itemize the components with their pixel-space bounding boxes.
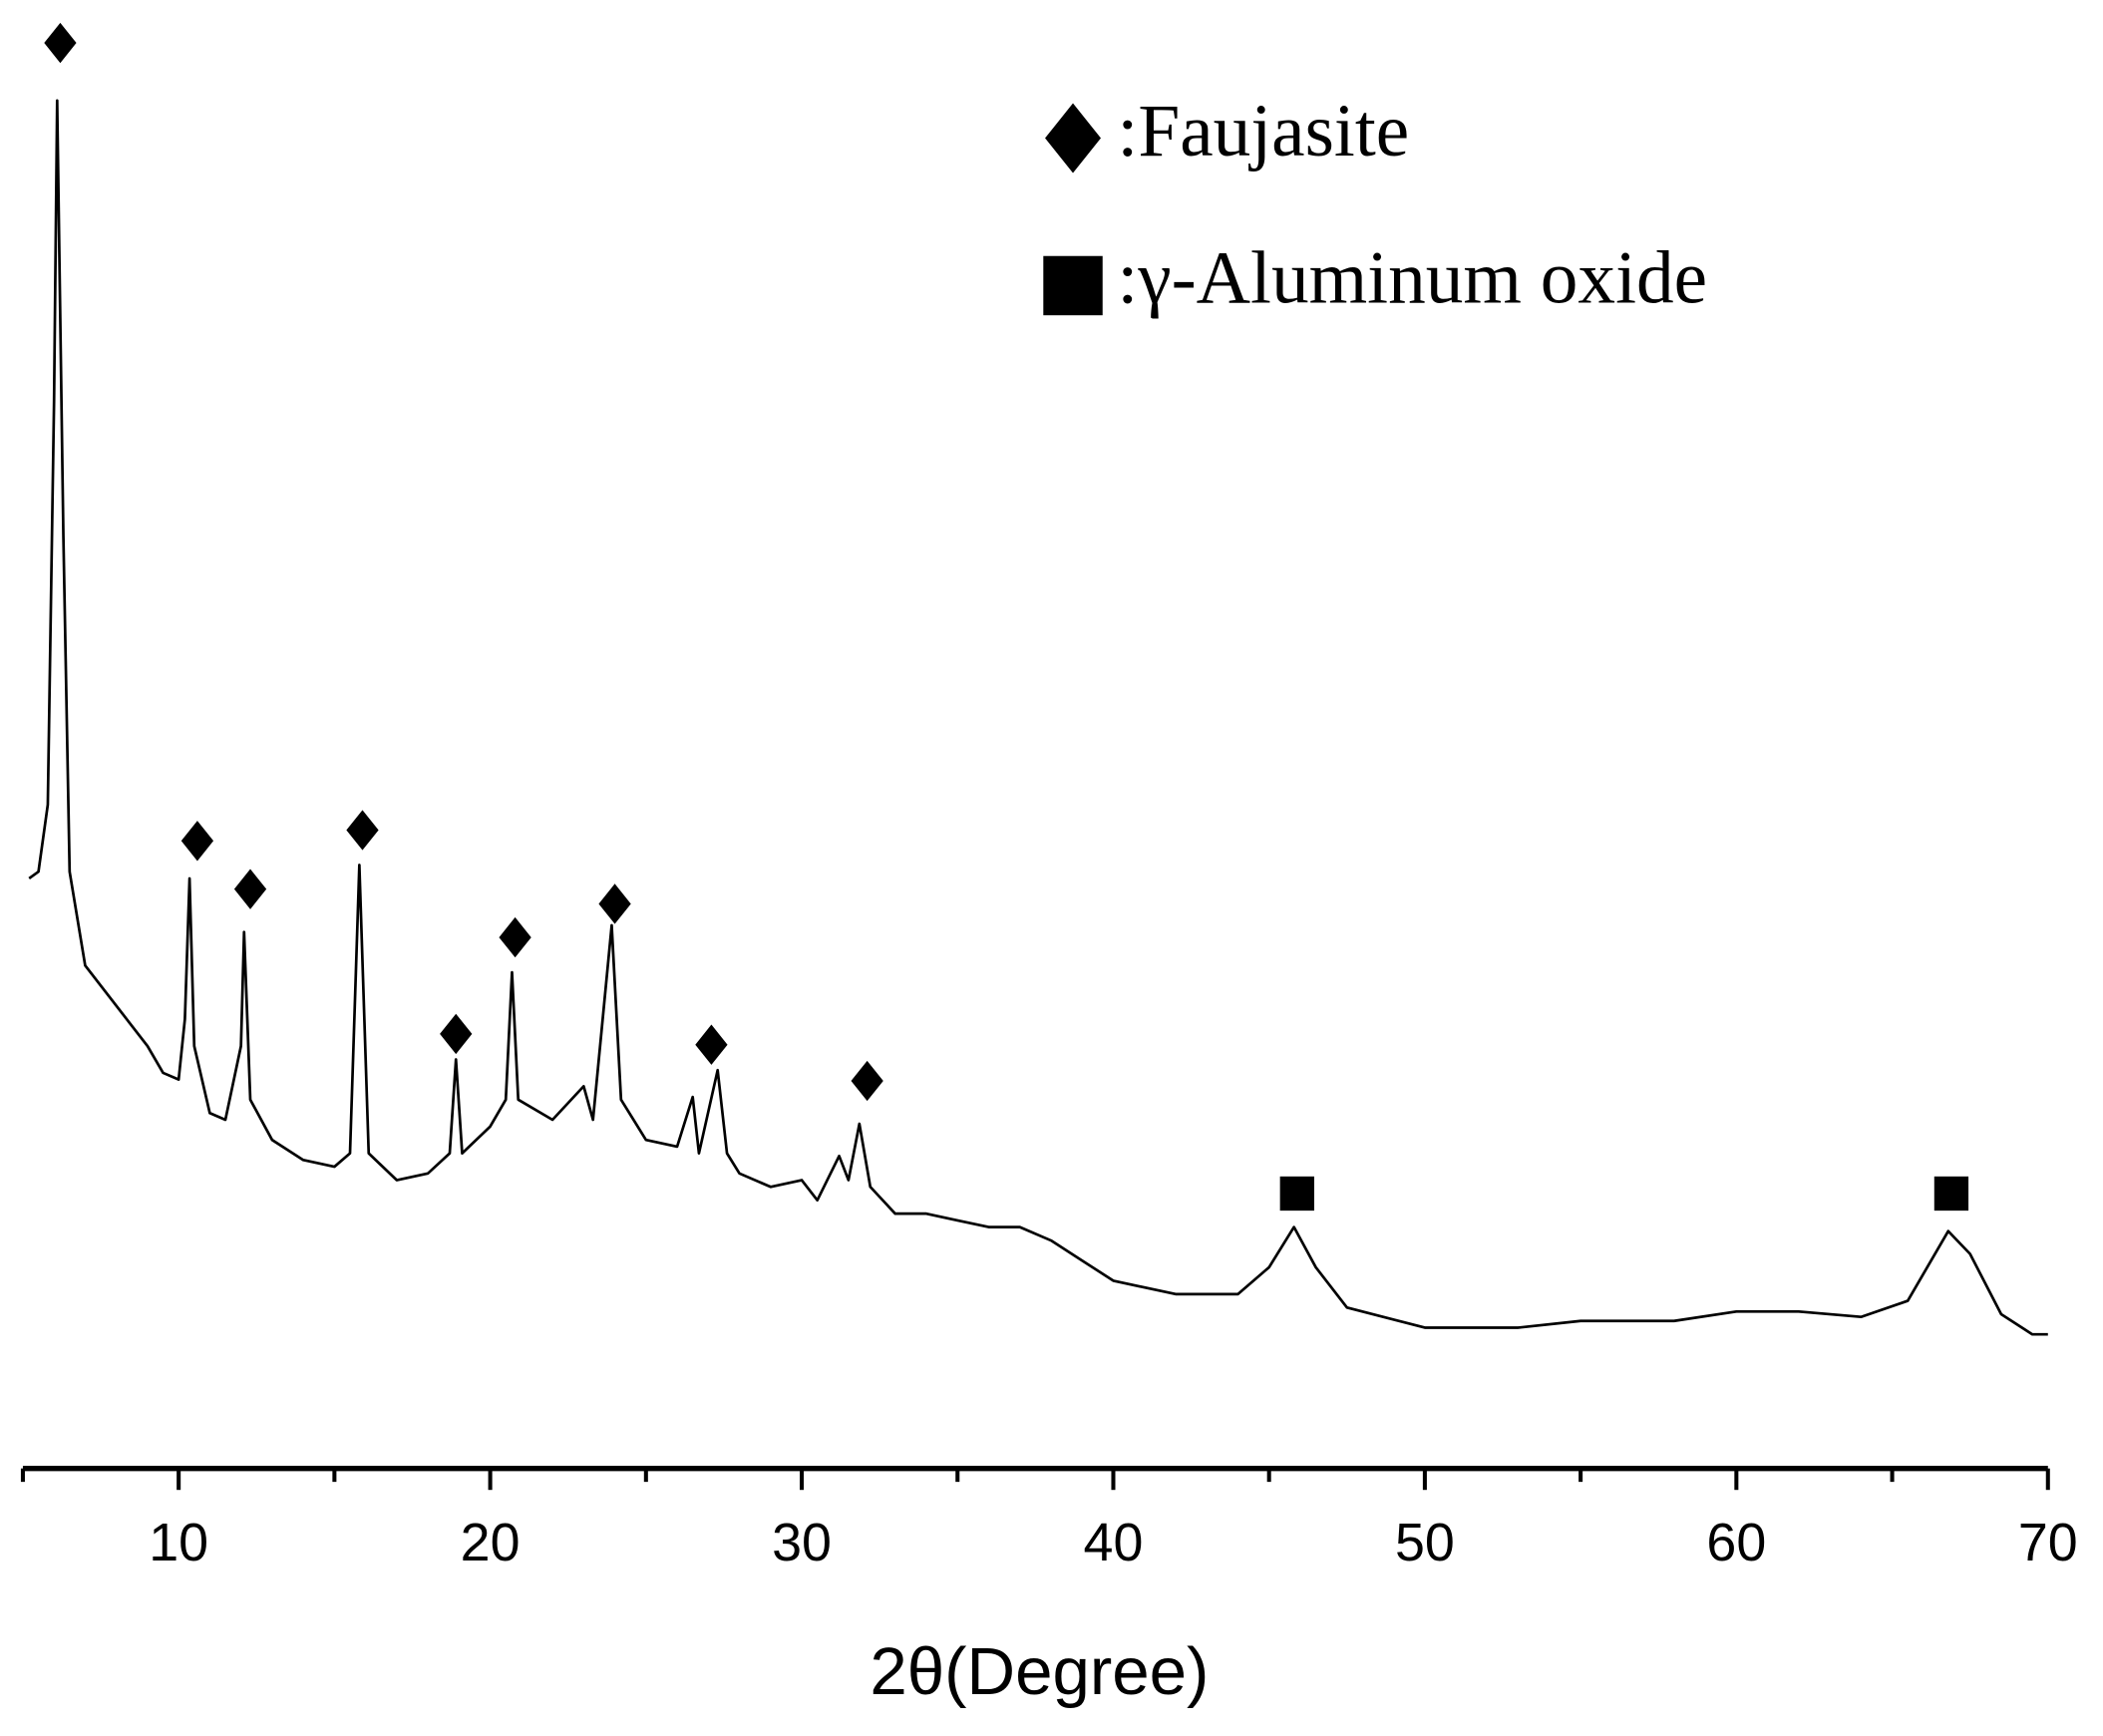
xrd-line (28, 99, 2048, 1336)
peak-marker (1933, 1176, 1969, 1212)
peak-marker (440, 1013, 473, 1055)
peak-marker (346, 810, 379, 851)
x-tick-label: 10 (149, 1513, 208, 1572)
x-tick-label: 70 (2018, 1513, 2078, 1572)
x-tick-label: 20 (461, 1513, 521, 1572)
legend-marker (1043, 255, 1103, 316)
legend-label: :γ-Aluminum oxide (1117, 237, 1707, 320)
peak-marker (233, 868, 267, 909)
peak-marker (499, 916, 531, 958)
x-tick-label: 40 (1084, 1513, 1144, 1572)
x-tick-label: 30 (772, 1513, 832, 1572)
x-tick-label: 60 (1706, 1513, 1766, 1572)
x-tick-label: 50 (1395, 1513, 1455, 1572)
legend-label: :Faujasite (1117, 90, 1409, 173)
peak-marker (44, 22, 77, 64)
peak-marker (598, 883, 631, 924)
peak-marker (851, 1060, 883, 1102)
legend-marker (1045, 103, 1101, 174)
peak-marker (1279, 1176, 1314, 1212)
x-axis-title: 2θ(Degree) (870, 1634, 1209, 1709)
peak-marker (180, 821, 214, 862)
peak-marker (695, 1024, 728, 1065)
